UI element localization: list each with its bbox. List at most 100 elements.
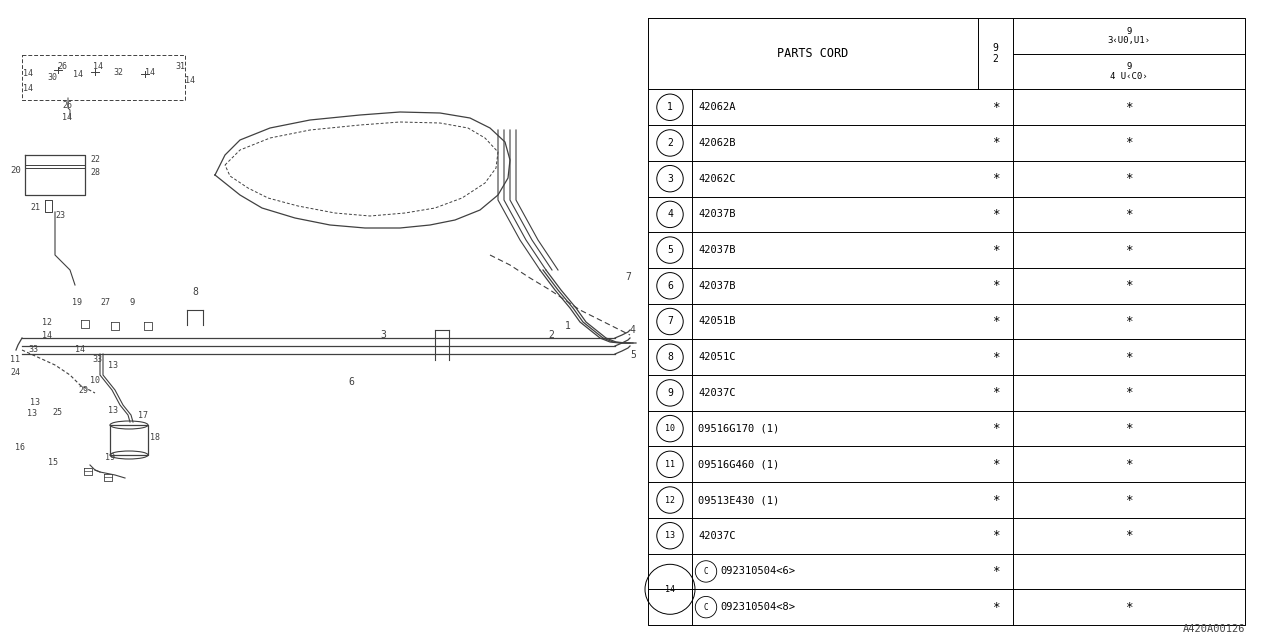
Text: *: * [992, 351, 1000, 364]
Text: 092310504<8>: 092310504<8> [719, 602, 795, 612]
Text: 13: 13 [27, 409, 37, 418]
Text: 09513E430 (1): 09513E430 (1) [698, 495, 780, 505]
Text: *: * [1125, 351, 1133, 364]
Text: 19: 19 [72, 298, 82, 307]
Text: *: * [992, 529, 1000, 542]
Text: 092310504<6>: 092310504<6> [719, 566, 795, 577]
Text: 6: 6 [667, 281, 673, 291]
Text: 8: 8 [192, 287, 198, 297]
Text: *: * [992, 172, 1000, 185]
Text: *: * [1125, 279, 1133, 292]
Text: *: * [992, 387, 1000, 399]
Text: 13: 13 [666, 531, 675, 540]
Text: *: * [992, 565, 1000, 578]
Text: 28: 28 [90, 168, 100, 177]
Text: *: * [992, 279, 1000, 292]
Text: 9
3‹U0,U1›: 9 3‹U0,U1› [1107, 26, 1151, 45]
Text: *: * [1125, 493, 1133, 506]
Text: 20: 20 [10, 166, 20, 175]
Text: 42051B: 42051B [698, 317, 736, 326]
Text: 14: 14 [145, 67, 155, 77]
Text: 42037B: 42037B [698, 209, 736, 220]
Text: 9: 9 [667, 388, 673, 398]
Text: 26: 26 [61, 101, 72, 110]
Text: 42037B: 42037B [698, 281, 736, 291]
Text: *: * [1125, 136, 1133, 150]
Text: 2: 2 [667, 138, 673, 148]
Text: *: * [992, 458, 1000, 471]
Text: 8: 8 [667, 352, 673, 362]
Text: 13: 13 [108, 361, 118, 370]
Text: 3: 3 [380, 330, 385, 340]
Text: *: * [1125, 208, 1133, 221]
Text: *: * [992, 208, 1000, 221]
Text: *: * [992, 315, 1000, 328]
Text: 33: 33 [92, 355, 102, 364]
Text: PARTS CORD: PARTS CORD [777, 47, 849, 60]
Text: 5: 5 [630, 350, 636, 360]
Text: C: C [704, 567, 708, 576]
Text: 14: 14 [186, 76, 195, 84]
Text: *: * [992, 100, 1000, 114]
Text: *: * [1125, 458, 1133, 471]
Text: 42051C: 42051C [698, 352, 736, 362]
Text: 27: 27 [100, 298, 110, 307]
Text: *: * [1125, 100, 1133, 114]
Text: 25: 25 [52, 408, 61, 417]
Text: 2: 2 [548, 330, 554, 340]
Text: 7: 7 [625, 272, 631, 282]
Text: *: * [992, 136, 1000, 150]
Text: 14: 14 [23, 68, 33, 77]
Text: 33: 33 [28, 345, 38, 354]
Text: 6: 6 [348, 377, 353, 387]
Text: 1: 1 [667, 102, 673, 112]
Text: 12: 12 [666, 495, 675, 504]
Text: *: * [1125, 387, 1133, 399]
Text: 23: 23 [55, 211, 65, 220]
Text: 12: 12 [42, 318, 52, 327]
Text: 13: 13 [108, 406, 118, 415]
Text: 42037C: 42037C [698, 388, 736, 398]
Text: 31: 31 [175, 61, 186, 70]
Text: 26: 26 [58, 61, 67, 70]
Text: 30: 30 [47, 72, 58, 81]
Text: 09516G460 (1): 09516G460 (1) [698, 460, 780, 469]
Text: 14: 14 [42, 331, 52, 340]
Text: 5: 5 [667, 245, 673, 255]
Text: *: * [1125, 315, 1133, 328]
Text: 14: 14 [666, 585, 675, 594]
Text: 3: 3 [667, 173, 673, 184]
Text: *: * [992, 422, 1000, 435]
Text: *: * [1125, 601, 1133, 614]
Text: 7: 7 [667, 317, 673, 326]
Text: 15: 15 [49, 458, 58, 467]
Text: 4: 4 [630, 325, 636, 335]
Text: 14: 14 [93, 61, 102, 70]
Text: *: * [1125, 529, 1133, 542]
Text: *: * [1125, 244, 1133, 257]
Text: 42062C: 42062C [698, 173, 736, 184]
Text: 14: 14 [73, 70, 83, 79]
Text: 42037B: 42037B [698, 245, 736, 255]
Text: 09516G170 (1): 09516G170 (1) [698, 424, 780, 434]
Text: 21: 21 [29, 203, 40, 212]
Text: *: * [992, 493, 1000, 506]
Text: *: * [1125, 422, 1133, 435]
Text: 11: 11 [666, 460, 675, 469]
Text: A420A00126: A420A00126 [1183, 624, 1245, 634]
Text: 29: 29 [78, 386, 88, 395]
Text: 14: 14 [23, 83, 33, 93]
Text: 14: 14 [76, 345, 84, 354]
Text: 42037C: 42037C [698, 531, 736, 541]
Text: 24: 24 [10, 368, 20, 377]
Text: 16: 16 [15, 443, 26, 452]
Text: 10: 10 [666, 424, 675, 433]
Text: 32: 32 [113, 67, 123, 77]
Text: 9
2: 9 2 [992, 44, 998, 64]
Text: 4: 4 [667, 209, 673, 220]
Text: 11: 11 [10, 355, 20, 364]
Text: 13: 13 [29, 398, 40, 407]
Text: 10: 10 [90, 376, 100, 385]
Text: 22: 22 [90, 155, 100, 164]
Text: 14: 14 [61, 113, 72, 122]
